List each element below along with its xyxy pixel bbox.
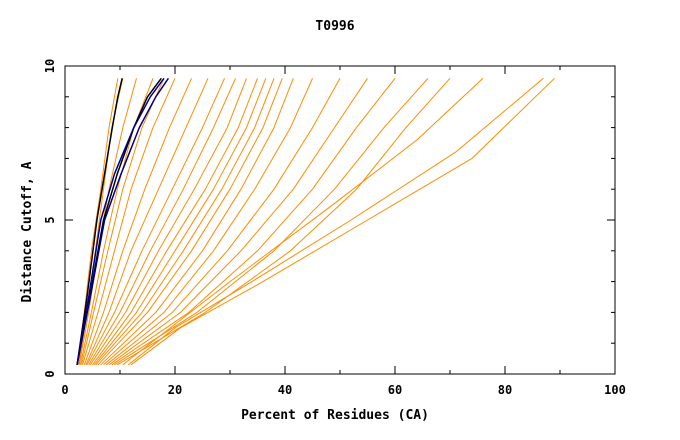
series-line-16 <box>100 78 294 366</box>
y-tick-label: 0 <box>43 370 57 377</box>
series-line-21 <box>114 77 429 366</box>
tick-labels-layer: 0 20 40 60 80 100 0 5 10 <box>43 59 626 397</box>
series-line-14 <box>95 78 275 366</box>
series-line-23 <box>122 77 484 366</box>
x-tick-label: 40 <box>278 383 292 397</box>
series-line-24 <box>127 77 544 366</box>
x-tick-label: 60 <box>388 383 402 397</box>
series-line-20 <box>111 77 396 366</box>
series-line-13 <box>93 78 267 366</box>
series-line-15 <box>97 78 283 366</box>
y-tick-label: 10 <box>43 59 57 73</box>
ticks-layer <box>64 65 616 375</box>
series-line-28 <box>76 77 165 365</box>
series-line-10 <box>88 78 236 366</box>
series-line-6 <box>82 78 176 365</box>
series-line-9 <box>86 78 225 366</box>
x-tick-label: 100 <box>604 383 626 397</box>
series-line-5 <box>81 78 165 365</box>
series-line-19 <box>108 78 368 366</box>
series-line-12 <box>92 78 258 366</box>
y-axis-label: Distance Cutoff, A <box>20 161 35 302</box>
y-tick-label: 5 <box>43 216 57 223</box>
chart-title: T0996 <box>315 19 354 34</box>
series-line-29 <box>76 77 170 365</box>
x-tick-label: 20 <box>168 383 182 397</box>
x-tick-label: 0 <box>61 383 68 397</box>
x-tick-label: 80 <box>498 383 512 397</box>
x-axis-label: Percent of Residues (CA) <box>241 408 429 423</box>
series-line-18 <box>105 78 341 366</box>
series-line-26 <box>76 78 123 365</box>
series-line-22 <box>117 77 451 366</box>
series-layer <box>76 77 555 366</box>
series-line-8 <box>85 78 209 366</box>
series-line-11 <box>89 78 247 366</box>
series-line-25 <box>130 77 555 366</box>
series-line-7 <box>83 78 192 365</box>
series-line-17 <box>103 78 313 366</box>
